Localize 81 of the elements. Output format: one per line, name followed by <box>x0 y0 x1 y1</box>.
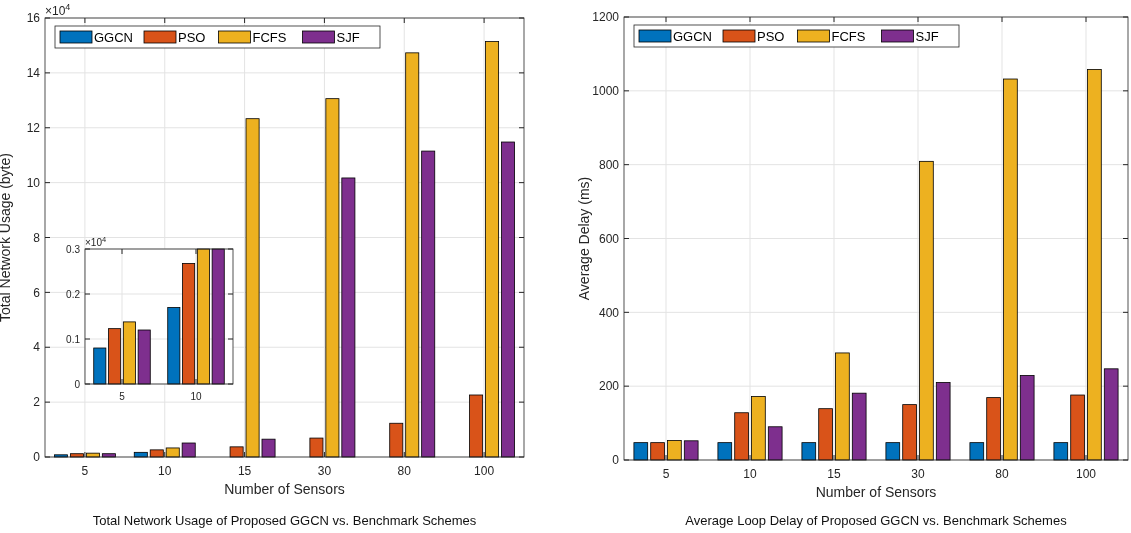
bar <box>1003 78 1018 461</box>
bar <box>851 392 867 461</box>
y-tick-label: 16 <box>26 11 41 26</box>
bar <box>485 41 500 458</box>
x-tick-label: 10 <box>743 467 757 481</box>
y-tick-label: 12 <box>26 120 41 135</box>
x-tick-label: 100 <box>474 464 495 478</box>
x-tick-label: 5 <box>81 464 89 478</box>
text: Total Network Usage of Proposed GGCN vs. Benchmark Schemes <box>92 513 477 528</box>
x-tick-label: 15 <box>237 464 252 478</box>
bar <box>1019 375 1035 461</box>
bar <box>1070 394 1085 461</box>
x-tick-label: 80 <box>397 464 412 478</box>
x-axis-title: Number of Sensors <box>224 481 345 497</box>
bar <box>935 382 951 461</box>
y-tick-label: 2 <box>33 395 41 410</box>
x-tick-label: 5 <box>662 467 670 481</box>
bar <box>389 422 404 458</box>
x-tick-label: 10 <box>158 464 172 478</box>
bar <box>469 394 484 458</box>
bar <box>650 442 665 461</box>
text: Average Loop Delay of Proposed GGCN vs. Benchmark Schemes <box>685 513 1068 528</box>
y-tick-label: 0.1 <box>66 333 81 345</box>
x-tick-label: 30 <box>911 467 925 481</box>
bar <box>835 352 850 461</box>
y-tick-label: 0 <box>612 453 620 468</box>
x-tick-label: 30 <box>317 464 332 478</box>
bar <box>969 442 985 461</box>
annotation: ×10$^{4}$ <box>85 234 107 248</box>
y-axis-title: Average Delay (ms) <box>576 176 592 301</box>
bar <box>181 442 196 458</box>
bar <box>683 440 699 461</box>
bar <box>501 141 515 458</box>
x-tick-label: 15 <box>827 467 841 481</box>
legend-label: PSO <box>757 29 785 44</box>
bar <box>734 412 749 461</box>
legend-label: GGCN <box>673 29 712 44</box>
bar <box>1053 442 1069 461</box>
y-tick-label: 8 <box>33 230 41 245</box>
bar <box>751 396 766 461</box>
bar <box>633 442 649 461</box>
y-tick-label: 14 <box>26 66 41 81</box>
bar <box>405 52 420 458</box>
y-tick-label: 1200 <box>592 10 620 25</box>
bar <box>421 150 436 458</box>
bar <box>818 408 833 461</box>
y-tick-label: 6 <box>33 285 41 300</box>
y-tick-label: 600 <box>598 231 620 246</box>
y-tick-label: 200 <box>598 379 620 394</box>
legend-label: FCFS <box>831 29 866 44</box>
y-tick-label: 0 <box>74 378 81 390</box>
x-tick-label: 5 <box>119 391 126 402</box>
legend-label: SJF <box>336 30 360 45</box>
text: ×10$^{4}$ <box>45 2 71 18</box>
bar <box>717 442 733 461</box>
y-tick-label: 0 <box>33 450 41 465</box>
bar <box>801 442 817 461</box>
x-tick-label: 100 <box>1075 467 1097 481</box>
legend-label: SJF <box>915 29 939 44</box>
legend-label: GGCN <box>94 30 133 45</box>
y-tick-label: 1000 <box>592 84 620 99</box>
y-tick-label: 0.3 <box>66 243 81 255</box>
bar <box>1103 368 1119 461</box>
bar <box>919 160 934 461</box>
bar <box>1087 69 1102 461</box>
x-tick-label: 80 <box>995 467 1009 481</box>
bar <box>165 447 180 458</box>
bar <box>885 442 901 461</box>
y-tick-label: 4 <box>33 340 41 355</box>
bar <box>767 426 783 461</box>
y-tick-label: 400 <box>598 305 620 320</box>
y-axis-title: Total Network Usage (byte) <box>0 153 13 322</box>
y-tick-label: 10 <box>26 175 41 190</box>
bar <box>986 397 1001 461</box>
legend-label: PSO <box>178 30 206 45</box>
bar <box>902 404 917 461</box>
y-tick-label: 0.2 <box>66 288 81 300</box>
bar <box>667 440 682 461</box>
x-axis-title: Number of Sensors <box>815 484 937 500</box>
legend-label: FCFS <box>252 30 287 45</box>
y-tick-label: 800 <box>598 157 620 172</box>
